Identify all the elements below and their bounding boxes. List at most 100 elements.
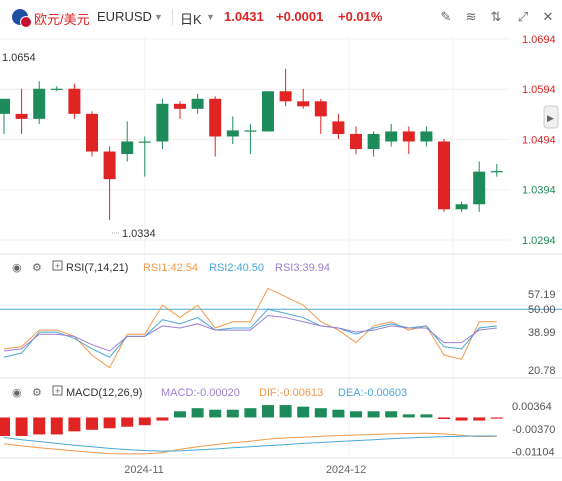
macd-bar [420,414,433,418]
y-tick-label: 1.0294 [522,235,556,247]
settings-icon[interactable]: ⚙ [32,387,42,399]
macd-bar [68,417,81,432]
candle-body [385,131,398,142]
macd-bar [191,408,204,418]
macd-bar [490,417,503,419]
macd-bar [121,417,134,427]
candle-body [174,103,186,109]
eye-icon[interactable]: ◉ [12,262,22,274]
candle-body [33,88,46,119]
chevron-down-icon[interactable]: ▼ [206,12,215,22]
svg-text:▶: ▶ [547,113,554,123]
low-label: 1.0334 [122,228,156,240]
y-tick-label: 1.0494 [522,134,556,146]
y-tick-label: -0.00370 [512,424,555,436]
chevron-down-icon[interactable]: ▼ [154,12,163,22]
macd-bar [0,417,10,436]
candle-body [68,88,81,114]
macd-bar [86,417,98,430]
y-axis-labels: 1.0694 1.0594 1.0494 1.0394 1.0294 57.19 50.00… [512,34,556,459]
candle-body [402,131,415,142]
y-tick-label: -0.01104 [512,447,555,459]
macd-bar [244,408,257,418]
macd-bar [15,417,28,436]
candle-body [0,98,10,114]
macd-bar [297,406,310,418]
candle-body [209,98,222,137]
macd-bar [402,414,415,418]
dif-line [3,432,497,455]
candle-body [279,91,292,102]
rsi-line-1 [3,287,497,369]
dif-legend: DIF:-0.00613 [259,387,323,399]
candle-body [138,141,151,143]
candle-body [367,133,380,150]
fullscreen-icon[interactable]: ⤢ [517,9,529,24]
candle-body [121,141,134,155]
x-tick-label: 2024-11 [124,464,164,476]
candle-body [262,91,274,132]
macd-series [0,405,503,455]
x-tick-label: 2024-12 [326,464,366,476]
current-price: 1.0431 [224,9,264,24]
candle-body [314,101,327,117]
pair-code: EURUSD [97,9,152,24]
high-label: 1.0654 [2,52,36,64]
indicator-icon[interactable]: ≋ [465,9,477,24]
candle-body [50,88,63,90]
candle-body [420,131,433,142]
y-tick-label: 50.00 [528,304,556,316]
macd-bar [279,405,292,418]
period-selector[interactable]: 日K [180,12,202,27]
macd-bar [332,409,345,418]
macd-bar [156,417,169,421]
candle-body [473,171,486,205]
rsi-line-3 [3,314,497,352]
compare-icon[interactable]: ⇅ [490,9,502,24]
expand-icon[interactable] [52,260,63,271]
draw-icon[interactable]: ✎ [440,9,452,24]
candle-body [350,133,362,150]
chart-header: 欧元/美元 EURUSD ▼ 日K ▼ 1.0431 +0.0001 +0.01… [0,0,562,34]
candle-body [15,113,28,119]
candle-body [86,113,98,152]
rsi3-legend: RSI3:39.94 [275,262,330,274]
rsi1-legend: RSI1:42.54 [143,262,198,274]
eye-icon[interactable]: ◉ [12,387,22,399]
rsi-line-2 [3,308,497,358]
macd-bar [174,411,186,418]
settings-icon[interactable]: ⚙ [32,262,42,274]
candle-body [332,121,345,134]
macd-bar [367,411,380,418]
rsi-title: RSI(7,14,21) [66,262,128,274]
y-tick-label: 0.00364 [512,401,552,413]
candle-body [438,141,450,210]
macd-bar [385,411,398,418]
rsi2-legend: RSI2:40.50 [209,262,264,274]
macd-legend: MACD:-0.00020 [161,387,240,399]
macd-bar [350,411,362,418]
macd-bar [209,409,222,418]
macd-bar [50,417,63,435]
candle-body [226,130,239,137]
macd-bar [314,408,327,418]
expand-icon[interactable]: ▶ [543,105,559,129]
macd-bar [138,417,151,426]
candle-body [191,98,204,109]
y-tick-label: 1.0594 [522,84,556,96]
macd-bar [455,417,468,421]
flag-icon-secondary [20,16,32,28]
macd-title: MACD(12,26,9) [66,387,142,399]
price-change-pct: +0.01% [338,9,383,24]
y-tick-label: 57.19 [528,289,556,301]
y-tick-label: 20.78 [528,365,556,377]
candle-body [103,151,116,180]
y-tick-label: 1.0694 [522,34,556,46]
macd-bar [226,409,239,418]
expand-icon[interactable] [52,385,63,396]
close-icon[interactable]: ✕ [542,9,554,24]
y-tick-label: 38.99 [528,327,556,339]
y-tick-label: 1.0394 [522,185,556,197]
rsi-series [0,287,562,369]
